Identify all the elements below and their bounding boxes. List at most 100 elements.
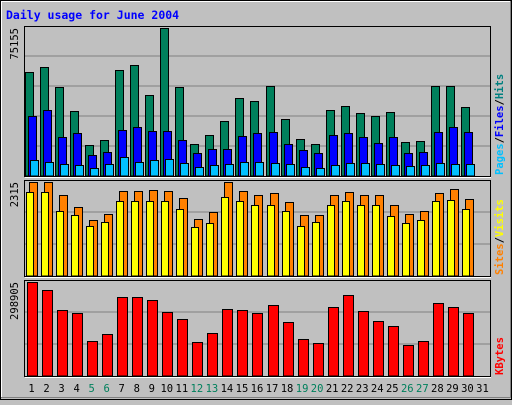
bar-pages-day-2: [45, 162, 54, 177]
x-tick-label-1: 1: [28, 383, 34, 395]
bar-kbytes-day-7: [117, 297, 128, 377]
bar-visits-day-19: [297, 226, 305, 277]
bar-kbytes-day-4: [72, 313, 83, 377]
bar-pages-day-19: [301, 167, 310, 177]
bar-pages-day-21: [331, 165, 340, 177]
bar-pages-day-18: [286, 164, 295, 177]
bar-visits-day-1: [26, 192, 34, 277]
legend-item-visits-sites-0: Sites: [494, 243, 506, 275]
legend-item-hits-files-pages-2: Files: [494, 105, 506, 137]
x-tick-label-17: 17: [266, 383, 279, 395]
bar-visits-day-20: [312, 222, 320, 277]
bar-pages-day-26: [406, 166, 415, 177]
bar-visits-day-22: [342, 201, 350, 277]
bar-pages-day-4: [75, 165, 84, 177]
bar-visits-day-4: [71, 215, 79, 277]
bar-kbytes-day-16: [252, 313, 263, 377]
x-tick-label-4: 4: [73, 383, 79, 395]
x-tick-label-20: 20: [311, 383, 324, 395]
chart-title: Daily usage for June 2004: [6, 8, 179, 22]
bar-kbytes-day-2: [42, 290, 53, 377]
bar-visits-day-26: [402, 223, 410, 277]
x-tick-label-29: 29: [446, 383, 459, 395]
legend-kbytes: KBytes: [494, 337, 506, 375]
x-tick-label-3: 3: [58, 383, 64, 395]
bar-visits-day-12: [191, 227, 199, 277]
x-tick-label-31: 31: [476, 383, 489, 395]
bar-visits-day-18: [282, 211, 290, 277]
bar-pages-day-5: [90, 168, 99, 177]
bar-visits-day-13: [206, 223, 214, 277]
bar-visits-day-6: [101, 222, 109, 277]
bar-kbytes-day-27: [418, 341, 429, 377]
x-tick-label-15: 15: [236, 383, 249, 395]
bar-visits-day-30: [462, 209, 470, 277]
bar-kbytes-day-24: [373, 321, 384, 377]
x-tick-label-27: 27: [416, 383, 429, 395]
bar-kbytes-day-22: [343, 295, 354, 377]
bar-kbytes-day-28: [433, 303, 444, 377]
bar-visits-day-17: [267, 205, 275, 277]
legend-item-hits-files-pages-3: /: [494, 99, 506, 105]
panel-visits-sites: 2315 Sites/Visits: [9, 180, 506, 278]
legend-item-visits-sites-2: Visits: [494, 199, 506, 237]
x-axis: 1 2 3 4 5 6 7 8 9 10 11 12 13 14 15 16 17 18 19 20 21 22 23 24 2…: [28, 383, 488, 395]
bar-kbytes-day-5: [87, 341, 98, 377]
bar-visits-day-3: [56, 211, 64, 277]
bar-visits-day-16: [251, 205, 259, 277]
bar-kbytes-day-13: [207, 333, 218, 377]
x-tick-label-6: 6: [104, 383, 110, 395]
y-max-label-hits-files-pages: 75155: [9, 28, 21, 60]
bar-kbytes-day-15: [237, 310, 248, 377]
bar-visits-day-7: [116, 201, 124, 277]
bar-pages-day-13: [210, 165, 219, 177]
bar-kbytes-day-17: [268, 305, 279, 377]
bar-visits-day-24: [372, 205, 380, 277]
bar-pages-day-8: [135, 162, 144, 177]
bar-kbytes-day-11: [177, 319, 188, 377]
x-tick-label-26: 26: [401, 383, 414, 395]
legend-item-visits-sites-1: /: [494, 237, 506, 243]
bar-pages-day-27: [421, 165, 430, 177]
x-tick-label-24: 24: [371, 383, 384, 395]
bar-visits-day-15: [236, 201, 244, 277]
x-tick-label-30: 30: [461, 383, 474, 395]
bar-visits-day-11: [176, 209, 184, 277]
bar-visits-day-9: [146, 201, 154, 277]
legend-visits-sites: Sites/Visits: [494, 199, 506, 275]
x-tick-label-11: 11: [176, 383, 189, 395]
bar-pages-day-29: [451, 164, 460, 177]
bar-kbytes-day-19: [298, 339, 309, 377]
bar-pages-day-3: [60, 164, 69, 177]
x-tick-label-25: 25: [386, 383, 399, 395]
y-max-label-visits-sites: 2315: [9, 182, 21, 207]
legend-item-hits-files-pages-0: Pages: [494, 143, 506, 175]
legend-hits-files-pages: Pages/Files/Hits: [494, 74, 506, 175]
bar-pages-day-17: [271, 163, 280, 177]
bar-pages-day-15: [240, 162, 249, 177]
bar-kbytes-day-20: [313, 343, 324, 377]
bar-pages-day-11: [180, 163, 189, 177]
bar-kbytes-day-9: [147, 300, 158, 377]
bar-visits-day-5: [86, 226, 94, 277]
bar-kbytes-day-30: [463, 313, 474, 377]
bar-kbytes-day-8: [132, 297, 143, 377]
bar-kbytes-day-14: [222, 309, 233, 377]
x-tick-label-16: 16: [251, 383, 264, 395]
x-tick-label-22: 22: [341, 383, 354, 395]
bar-pages-day-9: [150, 160, 159, 177]
bar-pages-day-6: [105, 164, 114, 177]
bar-pages-day-10: [165, 159, 174, 177]
x-tick-label-18: 18: [281, 383, 294, 395]
bar-pages-day-7: [120, 157, 129, 177]
bar-pages-day-1: [30, 160, 39, 177]
x-tick-label-13: 13: [206, 383, 219, 395]
x-tick-label-21: 21: [326, 383, 339, 395]
bar-pages-day-30: [466, 164, 475, 177]
x-tick-label-8: 8: [134, 383, 140, 395]
bar-pages-day-22: [346, 163, 355, 177]
legend-item-hits-files-pages-4: Hits: [494, 74, 506, 99]
bar-kbytes-day-25: [388, 326, 399, 377]
legend-item-hits-files-pages-1: /: [494, 137, 506, 143]
